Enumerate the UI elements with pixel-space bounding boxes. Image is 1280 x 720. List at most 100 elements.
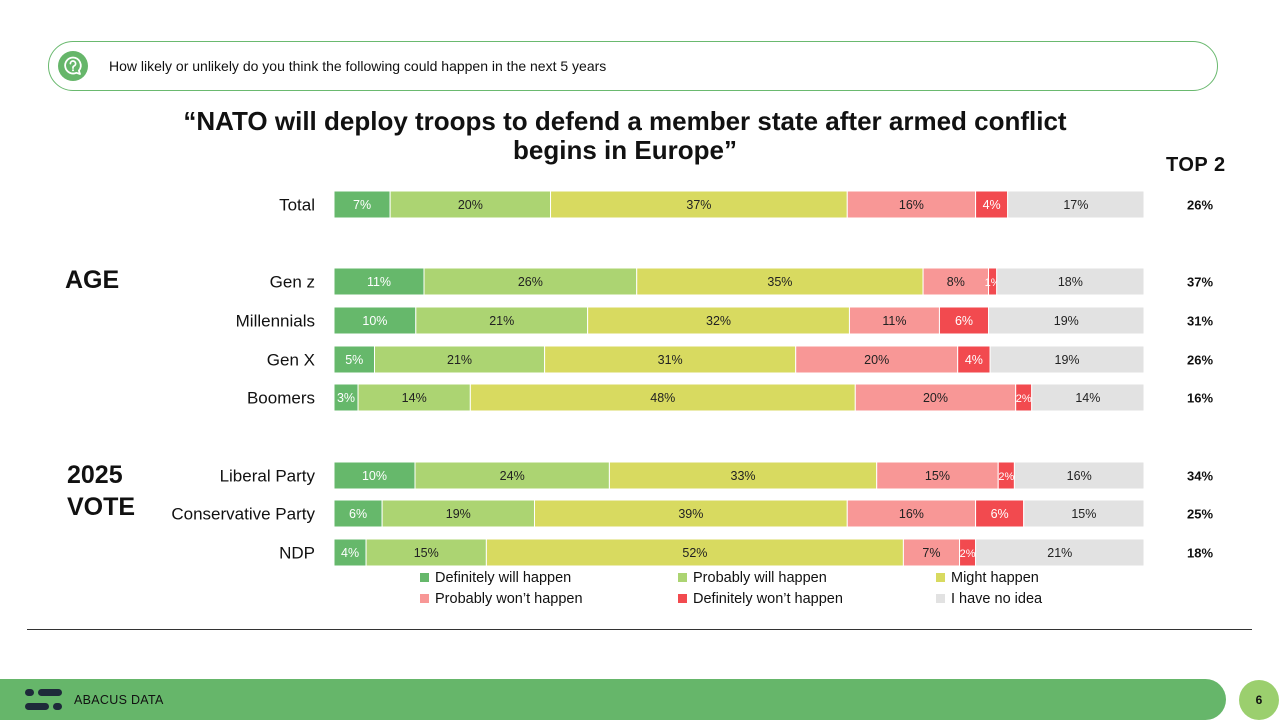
data-label: 2% xyxy=(1016,393,1032,405)
chart-title-line-1: “NATO will deploy troops to defend a mem… xyxy=(183,106,1067,136)
bar-segment-might-happen xyxy=(587,306,850,335)
group-label-vote-line-1: 2025 xyxy=(67,461,123,489)
bar-segment-probably-won-t-happen xyxy=(854,383,1017,412)
data-label: 18% xyxy=(1058,275,1083,289)
category-label: Boomers xyxy=(247,389,315,408)
top2-header: TOP 2 xyxy=(1166,154,1226,176)
page-number: 6 xyxy=(1239,680,1279,720)
bar-segment-probably-will-happen xyxy=(357,383,471,412)
category-label: Liberal Party xyxy=(220,467,316,486)
bar-segment-i-have-no-idea xyxy=(1023,499,1145,528)
data-label: 16% xyxy=(899,198,924,212)
data-label: 17% xyxy=(1063,198,1088,212)
data-label: 33% xyxy=(731,469,756,483)
data-label: 16% xyxy=(1067,469,1092,483)
legend-swatch xyxy=(678,594,687,603)
legend-item-i-have-no-idea: I have no idea xyxy=(936,591,1042,607)
footer-divider xyxy=(27,629,1252,630)
legend-label: Definitely won’t happen xyxy=(693,591,843,607)
chart-title: “NATO will deploy troops to defend a mem… xyxy=(150,107,1100,165)
bar-segment-probably-won-t-happen xyxy=(922,267,990,296)
data-label: 11% xyxy=(882,314,906,328)
data-label: 7% xyxy=(353,198,371,212)
data-label: 6% xyxy=(955,314,973,328)
data-label: 21% xyxy=(489,314,514,328)
data-label: 37% xyxy=(686,198,711,212)
bar-segment-probably-won-t-happen xyxy=(846,499,977,528)
legend-label: Probably won’t happen xyxy=(435,591,583,607)
bar-segment-probably-will-happen xyxy=(381,499,535,528)
data-label: 6% xyxy=(991,507,1009,521)
bar-segment-might-happen xyxy=(469,383,856,412)
bar-segment-definitely-will-happen xyxy=(333,306,417,335)
bar-segment-i-have-no-idea xyxy=(975,538,1145,567)
data-label: 15% xyxy=(414,546,439,560)
question-box: How likely or unlikely do you think the … xyxy=(48,41,1218,91)
bar-segment-probably-won-t-happen xyxy=(846,190,977,219)
question-bubble-icon xyxy=(58,51,88,81)
legend-swatch xyxy=(420,594,429,603)
bar-segment-i-have-no-idea xyxy=(1007,190,1145,219)
bar-segment-i-have-no-idea xyxy=(1031,383,1145,412)
bar-segment-definitely-will-happen xyxy=(333,345,375,374)
category-label: NDP xyxy=(279,544,315,563)
bar-row-millennials: Millennials 10% 21% 32% 11% 6% 19% 31% xyxy=(236,306,1213,335)
bar-segment-might-happen xyxy=(544,345,797,374)
bar-row-total: Total 7% 20% 37% 16% 4% 17% 26% xyxy=(279,190,1213,219)
bar-segment-i-have-no-idea xyxy=(996,267,1145,296)
top2-value: 37% xyxy=(1187,275,1213,290)
legend-swatch xyxy=(936,594,945,603)
legend-item-definitely-will-happen: Definitely will happen xyxy=(420,570,571,586)
top2-value: 31% xyxy=(1187,314,1213,329)
bar-segment-i-have-no-idea xyxy=(988,306,1145,335)
data-label: 11% xyxy=(367,275,391,289)
bar-segment-definitely-won-t-happen xyxy=(957,345,991,374)
data-label: 16% xyxy=(899,507,924,521)
bar-segment-definitely-will-happen xyxy=(333,538,367,567)
bar-segment-probably-will-happen xyxy=(365,538,487,567)
category-label: Gen z xyxy=(270,273,315,292)
chart-title-line-2: begins in Europe” xyxy=(513,135,737,165)
legend-swatch xyxy=(420,573,429,582)
bar-segment-definitely-will-happen xyxy=(333,461,416,490)
data-label: 21% xyxy=(447,353,472,367)
data-label: 3% xyxy=(337,391,355,405)
bar-segment-probably-won-t-happen xyxy=(795,345,959,374)
data-label: 2% xyxy=(998,471,1014,483)
data-label: 4% xyxy=(983,198,1001,212)
footer-bar xyxy=(0,679,1226,720)
group-label-vote-line-2: VOTE xyxy=(67,493,136,521)
bar-segment-definitely-won-t-happen xyxy=(938,306,990,335)
bar-segment-probably-will-happen xyxy=(374,345,546,374)
category-label: Total xyxy=(279,196,315,215)
bar-segment-i-have-no-idea xyxy=(1013,461,1145,490)
bar-segment-probably-will-happen xyxy=(415,306,589,335)
bar-segment-might-happen xyxy=(533,499,848,528)
top2-value: 16% xyxy=(1187,391,1213,406)
category-label: Conservative Party xyxy=(171,505,315,524)
data-label: 10% xyxy=(362,469,387,483)
bar-row-boomers: Boomers 3% 14% 48% 20% 2% 14% 16% xyxy=(247,383,1213,412)
data-label: 32% xyxy=(706,314,731,328)
legend-label: Might happen xyxy=(951,570,1039,586)
abacus-logo-icon xyxy=(25,689,62,710)
bar-segment-probably-will-happen xyxy=(414,461,610,490)
bar-row-conservative-party: Conservative Party 6% 19% 39% 16% 6% 15% 25% xyxy=(171,499,1213,528)
legend-item-might-happen: Might happen xyxy=(936,570,1039,586)
top2-value: 26% xyxy=(1187,353,1213,368)
data-label: 19% xyxy=(1055,353,1080,367)
group-label-age: AGE xyxy=(65,266,120,294)
top2-value: 25% xyxy=(1187,507,1213,522)
data-label: 7% xyxy=(922,546,940,560)
category-label: Millennials xyxy=(236,312,315,331)
data-label: 19% xyxy=(1054,314,1079,328)
bar-segment-definitely-will-happen xyxy=(333,499,383,528)
legend-label: Probably will happen xyxy=(693,570,827,586)
bar-row-ndp: NDP 4% 15% 52% 7% 2% 21% 18% xyxy=(279,538,1213,567)
bar-segment-might-happen xyxy=(550,190,848,219)
data-label: 35% xyxy=(767,275,792,289)
top2-value: 34% xyxy=(1187,469,1213,484)
bar-segment-i-have-no-idea xyxy=(989,345,1145,374)
data-label: 15% xyxy=(925,469,950,483)
